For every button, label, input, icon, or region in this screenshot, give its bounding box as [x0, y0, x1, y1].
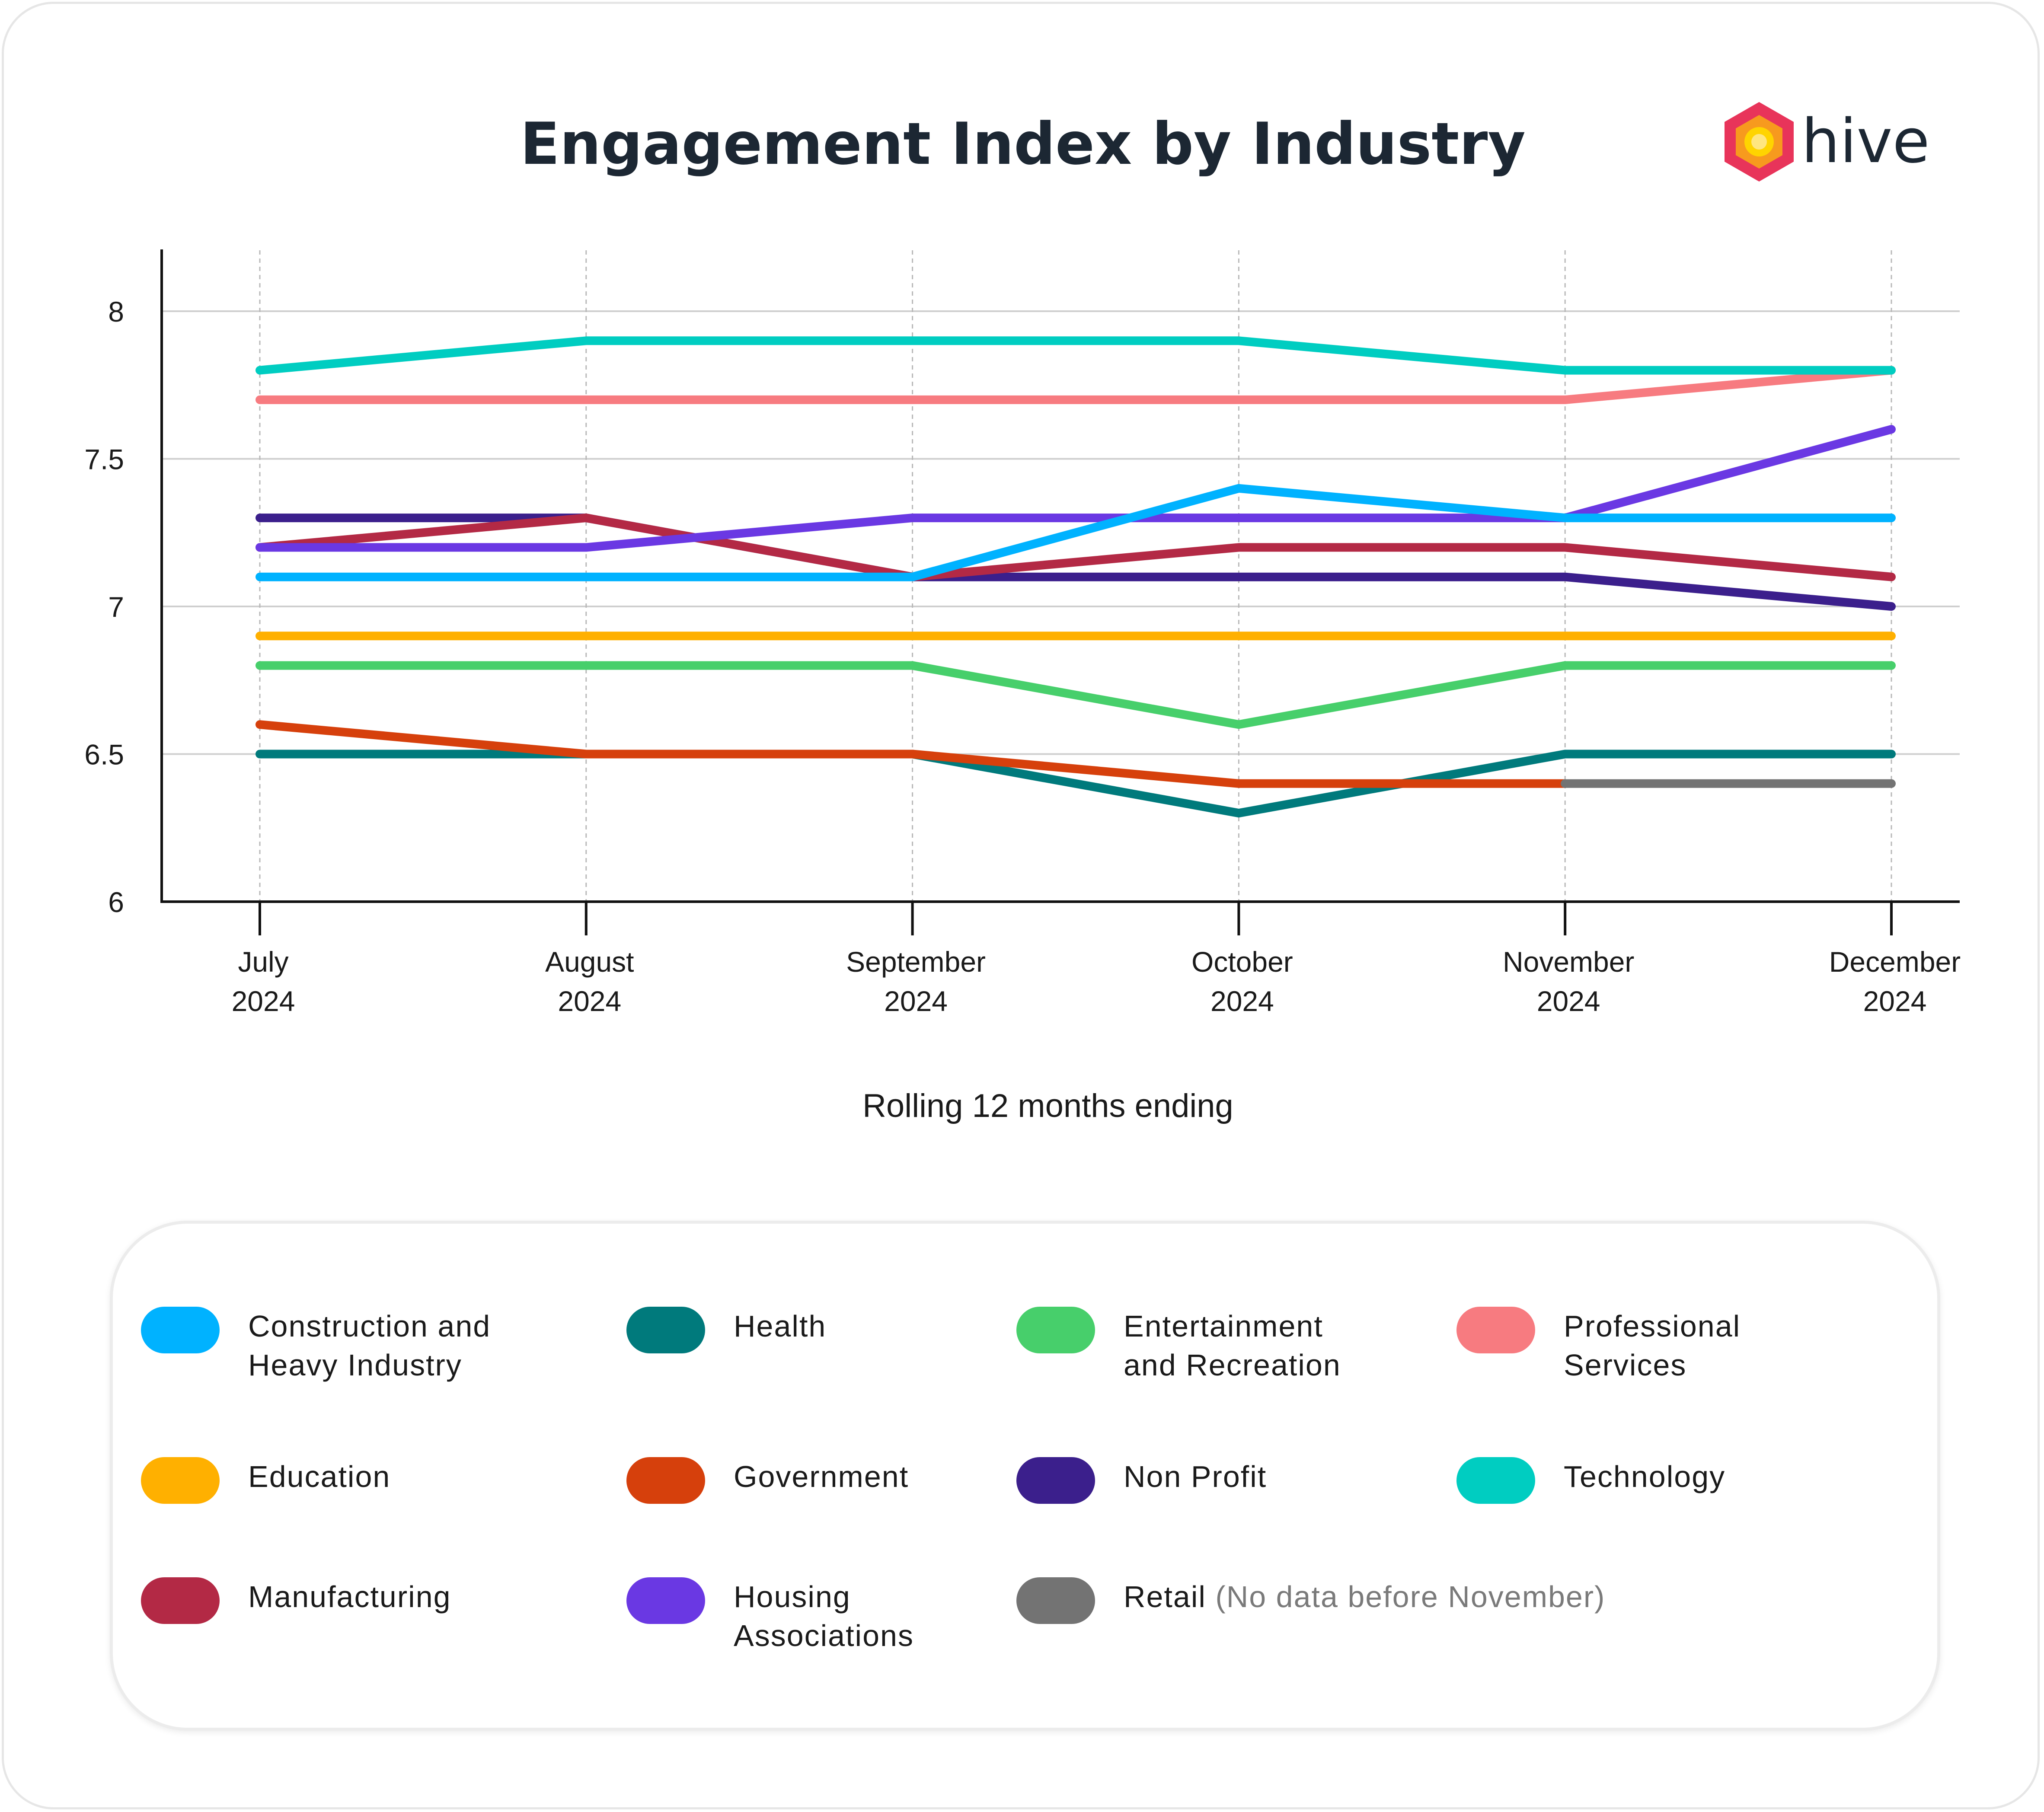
legend-label-text: Manufacturing	[248, 1580, 451, 1614]
x-tick-label-year: 2024	[884, 985, 948, 1017]
series-lines	[256, 336, 1896, 818]
legend-swatch	[1456, 1307, 1535, 1353]
hive-dot-icon	[1751, 134, 1767, 150]
legend-label: Entertainment and Recreation	[1124, 1307, 1366, 1385]
legend-label-text: Construction and Heavy Industry	[248, 1309, 491, 1382]
legend-item-technology: Technology	[1456, 1457, 1780, 1504]
x-tick-label-year: 2024	[1863, 985, 1927, 1017]
legend-label-text: Housing Associations	[734, 1580, 914, 1652]
legend-note: (No data before November)	[1206, 1580, 1606, 1614]
legend-item-manufacturing: Manufacturing	[141, 1577, 516, 1624]
legend-swatch	[1016, 1457, 1095, 1504]
legend-label-text: Health	[734, 1309, 827, 1343]
legend-item-professional-services: Professional Services	[1456, 1307, 1780, 1385]
x-axis-ticks: July 2024 August 2024 September 2024 October 20…	[232, 946, 1961, 1017]
x-tick-label-month: September	[846, 946, 986, 978]
legend-label: Professional Services	[1564, 1307, 1780, 1385]
x-axis-label: Rolling 12 months ending	[862, 1088, 1233, 1124]
series-line-entertainment-and-recreation	[256, 661, 1896, 729]
legend-label: Education	[248, 1457, 516, 1496]
y-tick-label: 6	[108, 886, 124, 918]
series-line-government	[256, 720, 1570, 788]
series-line-technology	[256, 336, 1896, 375]
x-tick-label-year: 2024	[232, 985, 295, 1017]
chart-title: Engagement Index by Industry	[520, 110, 1526, 178]
legend-item-education: Education	[141, 1457, 516, 1504]
legend-item-government: Government	[626, 1457, 958, 1504]
series-line-manufacturing	[256, 514, 1896, 581]
legend-label-text: Professional Services	[1564, 1309, 1741, 1382]
series-line-professional-services	[256, 366, 1896, 404]
x-tick-label-month: October	[1191, 946, 1293, 978]
legend-label: Housing Associations	[734, 1577, 958, 1655]
x-tick-label-month: November	[1503, 946, 1634, 978]
x-tick-label-month: July	[238, 946, 288, 978]
legend-swatch	[626, 1577, 705, 1624]
x-tick-label-year: 2024	[1210, 985, 1274, 1017]
y-tick-label: 7	[108, 591, 124, 623]
legend-item-entertainment-and-recreation: Entertainment and Recreation	[1016, 1307, 1366, 1385]
y-tick-label: 7.5	[84, 443, 124, 475]
x-tick-label-year: 2024	[558, 985, 621, 1017]
legend-swatch	[141, 1577, 220, 1624]
legend-label: Technology	[1564, 1457, 1780, 1496]
legend-label: Health	[734, 1307, 958, 1346]
y-tick-label: 6.5	[84, 739, 124, 771]
hive-logo: hive	[1725, 102, 1930, 182]
legend-item-housing-associations: Housing Associations	[626, 1577, 958, 1655]
legend-label: Manufacturing	[248, 1577, 516, 1616]
legend-swatch	[1456, 1457, 1535, 1504]
legend-swatch	[141, 1457, 220, 1504]
legend-swatch	[626, 1457, 705, 1504]
legend: Construction and Heavy Industry Health Ent…	[110, 1221, 1940, 1731]
legend-swatch	[626, 1307, 705, 1353]
brand-name: hive	[1801, 106, 1930, 177]
legend-label: Government	[734, 1457, 958, 1496]
legend-item-construction-and-heavy-industry: Construction and Heavy Industry	[141, 1307, 516, 1385]
legend-label: Construction and Heavy Industry	[248, 1307, 516, 1385]
engagement-chart: Engagement Index by Industry hive 8 7.5 7 6…	[84, 102, 1961, 1124]
legend-label-text: Government	[734, 1460, 909, 1493]
legend-swatch	[1016, 1307, 1095, 1353]
legend-swatch	[1016, 1577, 1095, 1624]
legend-label: Non Profit	[1124, 1457, 1366, 1496]
x-tick-label-month: December	[1829, 946, 1961, 978]
legend-label-text: Education	[248, 1460, 391, 1493]
legend-item-retail: Retail (No data before November)	[1016, 1577, 1642, 1624]
legend-label-text: Entertainment and Recreation	[1124, 1309, 1341, 1382]
y-tick-label: 8	[108, 296, 124, 328]
legend-item-non-profit: Non Profit	[1016, 1457, 1366, 1504]
x-tick-label-year: 2024	[1537, 985, 1600, 1017]
legend-swatch	[141, 1307, 220, 1353]
series-line-non-profit	[256, 514, 1896, 611]
legend-label-text: Non Profit	[1124, 1460, 1267, 1493]
series-line-housing-associations	[256, 425, 1896, 552]
series-line-construction-and-heavy-industry	[256, 484, 1896, 581]
legend-label: Retail (No data before November)	[1124, 1577, 1642, 1616]
axes	[160, 249, 1960, 935]
legend-label-text: Technology	[1564, 1460, 1726, 1493]
series-line-health	[256, 750, 1896, 818]
y-axis-ticks: 8 7.5 7 6.5 6	[84, 296, 124, 918]
legend-item-health: Health	[626, 1307, 958, 1353]
x-tick-label-month: August	[545, 946, 634, 978]
legend-label-text: Retail	[1124, 1580, 1206, 1614]
